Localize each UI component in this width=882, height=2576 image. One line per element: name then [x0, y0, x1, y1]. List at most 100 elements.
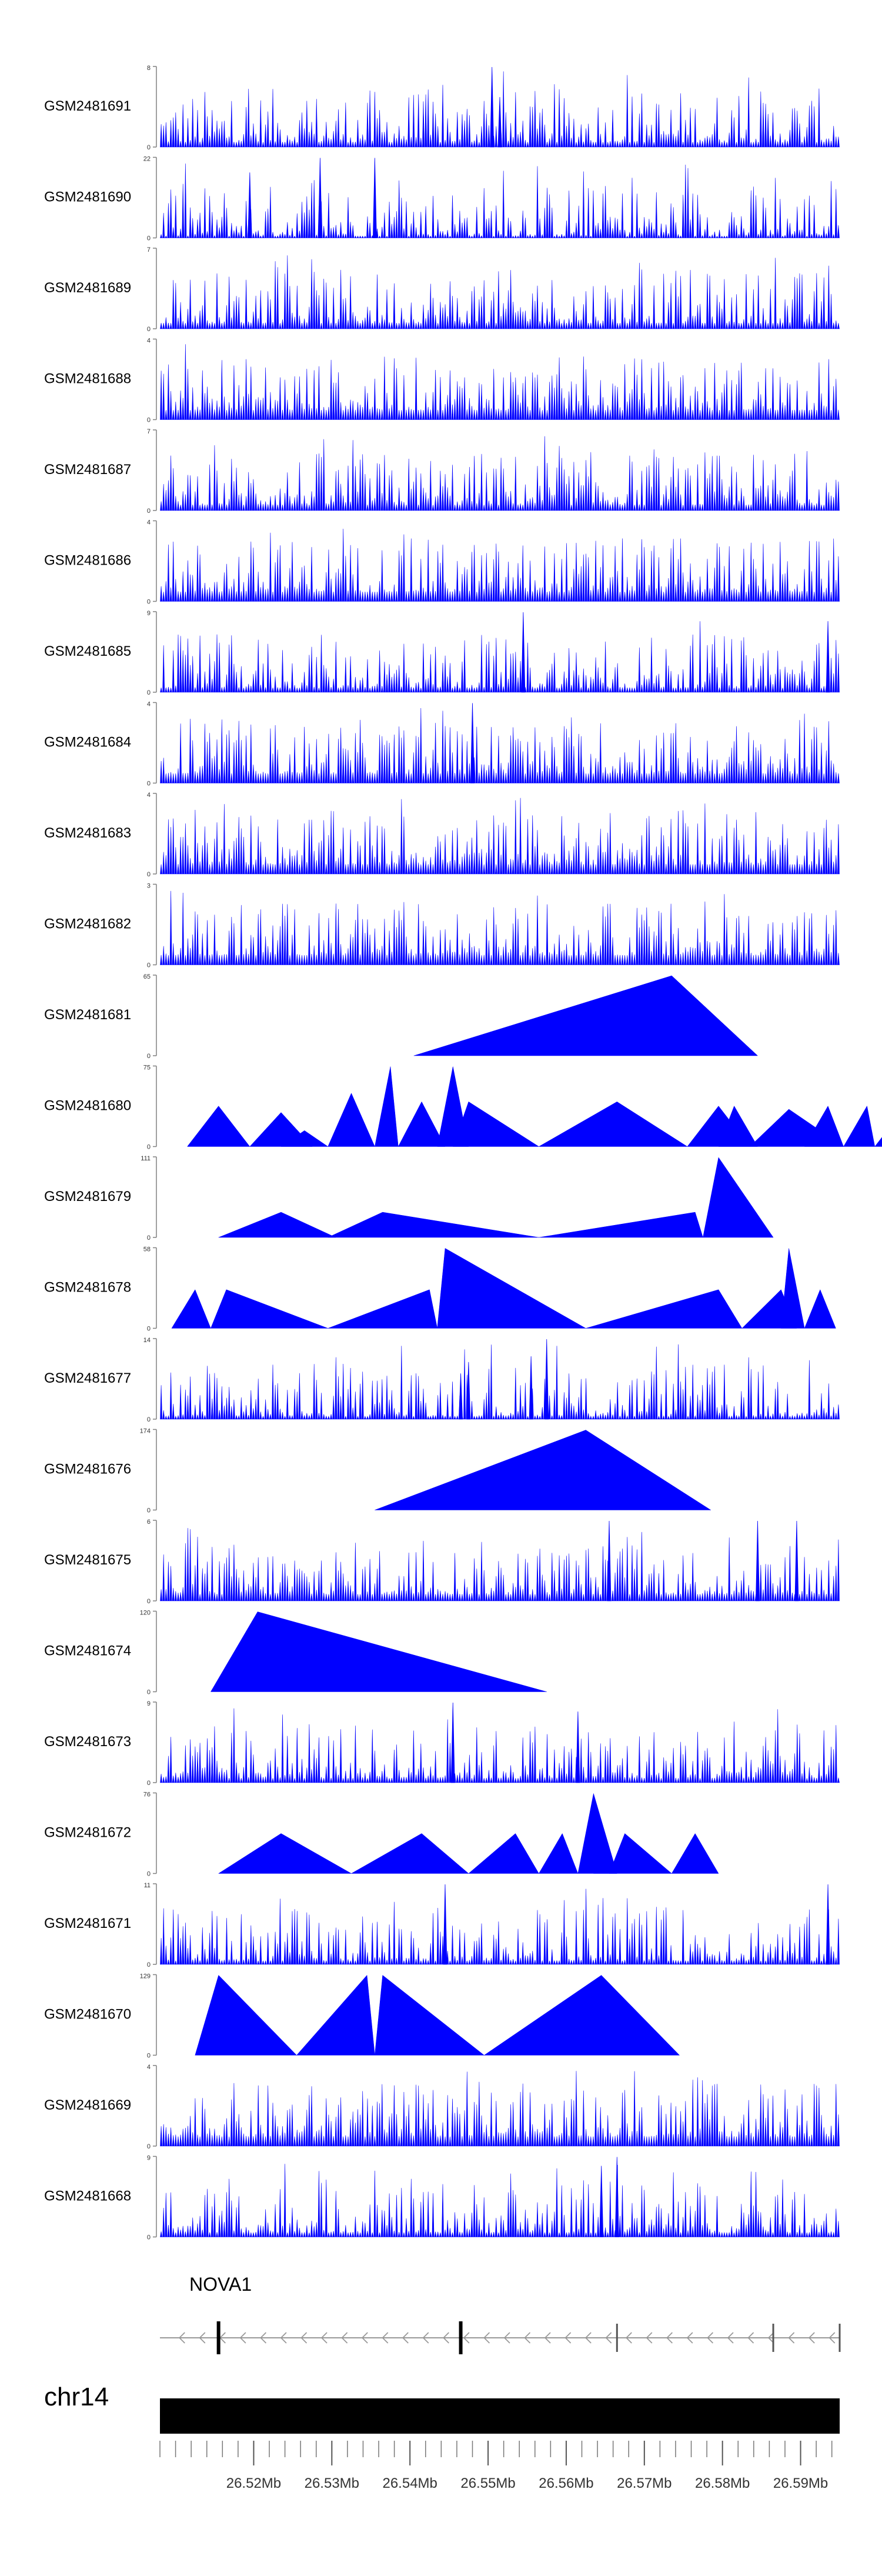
y-axis-max-label: 174 [140, 1428, 151, 1435]
strand-arrow [788, 2332, 795, 2344]
coverage-segment [218, 1212, 336, 1238]
track-GSM2481672: GSM2481672 76 0 [44, 1791, 719, 1878]
track-GSM2481687: GSM2481687 7 0 [44, 428, 840, 515]
strand-arrow [199, 2332, 206, 2344]
track-GSM2481669: GSM2481669 4 0 [44, 2064, 840, 2150]
strand-arrow [747, 2332, 754, 2344]
y-axis-max-label: 4 [147, 519, 151, 526]
strand-arrow [584, 2332, 592, 2344]
coverage-area [160, 2164, 840, 2237]
coverage-segment [804, 1289, 836, 1329]
track-GSM2481681: GSM2481681 65 0 [44, 973, 759, 1060]
track-label: GSM2481675 [44, 1552, 131, 1568]
coverage-segment [483, 1975, 680, 2056]
y-axis-max-label: 8 [147, 65, 151, 72]
track-label: GSM2481672 [44, 1824, 131, 1840]
coverage-peak [318, 158, 322, 238]
y-axis-max-label: 14 [143, 1337, 151, 1344]
coverage-segment [703, 1157, 774, 1238]
y-axis-min-label: 0 [147, 326, 151, 333]
coverage-peak [826, 1884, 830, 1965]
track-GSM2481675: GSM2481675 6 0 [44, 1519, 840, 1605]
strand-arrow [178, 2332, 185, 2344]
y-axis-max-label: 4 [147, 338, 151, 345]
strand-arrow [646, 2332, 653, 2344]
track-label: GSM2481678 [44, 1279, 131, 1295]
coverage-peak [490, 66, 495, 148]
gene-track: NOVA1 [160, 2274, 841, 2354]
coverage-peak [466, 1362, 471, 1420]
coverage-peak [497, 96, 502, 148]
track-label: GSM2481668 [44, 2188, 131, 2204]
strand-arrow [544, 2332, 551, 2344]
coverage-segment [375, 1066, 399, 1147]
track-GSM2481686: GSM2481686 4 0 [44, 519, 840, 606]
track-GSM2481690: GSM2481690 22 0 [44, 156, 840, 242]
track-label: GSM2481670 [44, 2006, 131, 2022]
gene-label: NOVA1 [189, 2274, 252, 2295]
y-axis-min-label: 0 [147, 2053, 151, 2060]
coverage-area [160, 1528, 840, 1601]
track-label: GSM2481689 [44, 280, 131, 296]
track-GSM2481668: GSM2481668 9 0 [44, 2155, 840, 2241]
track-label: GSM2481671 [44, 1916, 131, 1931]
coverage-segment [296, 1974, 375, 2056]
strand-arrow [320, 2332, 328, 2344]
strand-arrow [382, 2332, 389, 2344]
exon-mark [616, 2324, 618, 2352]
track-GSM2481680: GSM2481680 75 0 [44, 1065, 882, 1151]
y-axis-min-label: 0 [147, 417, 151, 424]
track-label: GSM2481687 [44, 462, 131, 478]
y-axis-max-label: 7 [147, 246, 151, 253]
coverage-peak [443, 1884, 447, 1965]
coverage-segment [874, 1137, 882, 1147]
coverage-area [160, 163, 840, 238]
coverage-peak [529, 1356, 533, 1420]
coverage-segment [375, 1975, 485, 2056]
coverage-area [160, 529, 840, 602]
coverage-segment [671, 1833, 719, 1874]
coverage-peak [599, 2165, 604, 2237]
axis-tick-label: 26.55Mb [460, 2475, 515, 2491]
y-axis-min-label: 0 [147, 1234, 151, 1242]
strand-arrow [402, 2332, 409, 2344]
track-label: GSM2481691 [44, 98, 131, 114]
strand-arrow [280, 2332, 287, 2344]
track-GSM2481679: GSM2481679 111 0 [44, 1155, 774, 1242]
y-axis-min-label: 0 [147, 1416, 151, 1423]
strand-arrow [666, 2332, 673, 2344]
chromosome-track: chr14 [44, 2383, 840, 2434]
track-label: GSM2481680 [44, 1097, 131, 1113]
coverage-segment [280, 1130, 329, 1147]
y-axis-min-label: 0 [147, 1780, 151, 1787]
track-label: GSM2481677 [44, 1370, 131, 1386]
coverage-area [160, 621, 840, 693]
track-GSM2481671: GSM2481671 11 0 [44, 1882, 840, 1968]
strand-arrow [727, 2332, 734, 2344]
y-axis-max-label: 7 [147, 428, 151, 435]
strand-arrow [483, 2332, 490, 2344]
coverage-segment [350, 1833, 469, 1874]
coverage-peak [576, 1711, 580, 1783]
track-label: GSM2481684 [44, 734, 131, 750]
axis-tick-label: 26.56Mb [539, 2475, 593, 2491]
coverage-area [160, 890, 840, 965]
coverage-segment [210, 1611, 547, 1692]
y-axis-max-label: 120 [140, 1610, 151, 1617]
strand-arrow [503, 2332, 510, 2344]
coverage-segment [195, 1975, 298, 2056]
coverage-segment [328, 1093, 375, 1147]
coverage-peak [794, 1520, 799, 1601]
y-axis-min-label: 0 [147, 508, 151, 515]
y-axis-min-label: 0 [147, 1326, 151, 1333]
y-axis-min-label: 0 [147, 2143, 151, 2150]
y-axis-min-label: 0 [147, 1507, 151, 1514]
coverage-peak [470, 703, 475, 783]
axis-tick-label: 26.58Mb [695, 2475, 750, 2491]
y-axis-max-label: 4 [147, 701, 151, 708]
axis-tick-label: 26.53Mb [305, 2475, 359, 2491]
coverage-area [160, 255, 840, 329]
coverage-area [160, 436, 840, 511]
coverage-peak [521, 612, 526, 693]
track-label: GSM2481688 [44, 371, 131, 386]
